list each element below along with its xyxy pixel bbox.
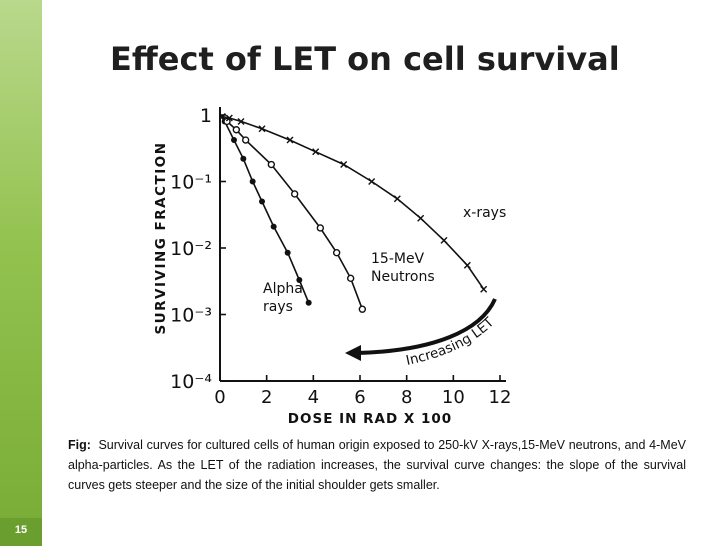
cross-stroke: [368, 178, 376, 185]
x-tick-label: 8: [401, 387, 412, 408]
data-point: [240, 155, 247, 162]
data-point: [305, 299, 312, 306]
data-point: [270, 223, 277, 230]
chart-labels: Alpha rays 15-MeV Neutrons x-rays Increasing …: [263, 205, 506, 369]
data-point: [332, 248, 341, 257]
annotation-label: Increasing LET: [404, 314, 497, 369]
cross-stroke: [480, 285, 488, 293]
figure-caption: Fig: Survival curves for cultured cells …: [68, 435, 686, 495]
y-tick-label: 10⁻¹: [170, 172, 212, 194]
slide-number: 15: [0, 518, 42, 546]
cross-stroke: [218, 112, 226, 120]
cross-stroke: [440, 236, 448, 244]
y-axis-label: SURVIVING FRACTION: [153, 141, 169, 334]
data-point: [440, 236, 448, 244]
data-point: [368, 178, 376, 185]
data-point: [463, 261, 471, 269]
cross-stroke: [258, 125, 266, 133]
y-tick-label: 1: [200, 105, 212, 127]
chart-axes: 0 2 4 6 8 10 12 1 10⁻¹ 10⁻² 10⁻³ 10⁻⁴ DOSE IN RAD X …: [153, 105, 511, 425]
series-label: 15-MeV: [371, 251, 425, 267]
data-point: [480, 285, 488, 293]
data-point: [267, 160, 276, 169]
green-sidebar: [0, 0, 42, 546]
data-point: [312, 148, 320, 156]
data-point: [290, 190, 299, 198]
survival-curve-chart: 0 2 4 6 8 10 12 1 10⁻¹ 10⁻² 10⁻³ 10⁻⁴ DOSE IN RAD X …: [153, 105, 511, 425]
x-tick-label: 0: [214, 387, 225, 408]
x-tick-label: 4: [308, 387, 319, 408]
series-label: Neutrons: [371, 269, 435, 285]
series-curve: [219, 114, 364, 310]
cross-stroke: [340, 161, 348, 169]
data-point: [284, 249, 291, 256]
data-point: [296, 277, 303, 284]
data-point: [358, 305, 367, 313]
data-point: [231, 137, 237, 144]
caption-label: Fig:: [68, 438, 91, 452]
data-point: [346, 274, 355, 283]
cross-stroke: [463, 261, 471, 269]
series-label: x-rays: [463, 205, 506, 221]
cross-stroke: [286, 136, 294, 144]
x-tick-label: 12: [489, 387, 512, 408]
data-point: [340, 161, 348, 169]
x-tick-label: 6: [354, 387, 365, 408]
chart-curves: [219, 114, 485, 310]
series-label: Alpha: [263, 281, 303, 297]
x-axis-label: DOSE IN RAD X 100: [288, 411, 452, 425]
cross-stroke: [393, 195, 401, 203]
data-point: [259, 198, 265, 205]
caption-text: Survival curves for cultured cells of hu…: [68, 438, 686, 492]
cross-stroke: [312, 148, 320, 156]
data-point: [393, 195, 401, 203]
y-tick-label: 10⁻²: [170, 238, 212, 260]
chart-marks: [218, 112, 488, 313]
increasing-let-arrow: [356, 298, 497, 355]
data-point: [417, 214, 425, 222]
arrowhead: [345, 345, 361, 361]
data-point: [225, 114, 233, 122]
y-tick-label: 10⁻³: [170, 305, 212, 327]
y-tick-label: 10⁻⁴: [170, 371, 212, 393]
data-point: [286, 136, 294, 144]
cross-stroke: [237, 117, 245, 125]
cross-stroke: [417, 214, 425, 222]
x-tick-label: 2: [261, 387, 272, 408]
data-point: [237, 117, 245, 125]
annotation-text: Increasing LET: [404, 314, 497, 369]
x-tick-label: 10: [442, 387, 465, 408]
data-point: [241, 136, 250, 144]
data-point: [249, 178, 256, 185]
cross-stroke: [225, 114, 233, 122]
series-curve: [219, 114, 485, 290]
data-point: [232, 126, 241, 134]
page-title: Effect of LET on cell survival: [110, 40, 620, 78]
data-point: [223, 117, 231, 126]
data-point: [218, 112, 226, 120]
data-point: [258, 125, 266, 133]
data-point: [316, 224, 325, 232]
series-label: rays: [263, 299, 293, 315]
series-curve: [219, 114, 310, 304]
